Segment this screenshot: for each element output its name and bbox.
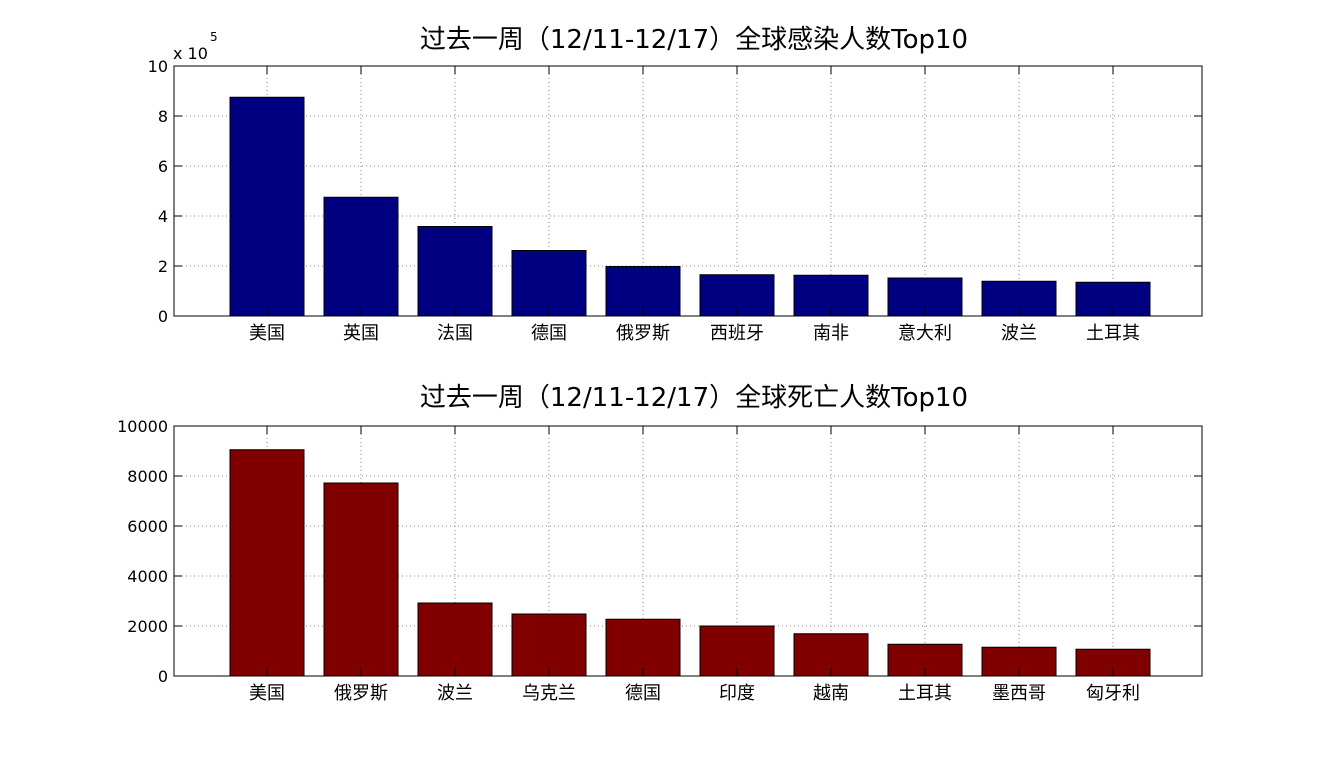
deaths-bar-1 — [229, 449, 305, 677]
infections-y-multiplier-exponent: 5 — [210, 30, 218, 44]
deaths-plot-frame — [173, 425, 1203, 677]
infections-x-category-label: 波兰 — [1001, 323, 1037, 344]
deaths-y-tick-label: 2000 — [127, 617, 168, 636]
infections-y-tick-label: 4 — [158, 207, 168, 226]
infections-bar-1 — [229, 96, 305, 317]
infections-x-category-label: 美国 — [249, 323, 285, 344]
deaths-y-tick-label: 8000 — [127, 467, 168, 486]
infections-bar-4 — [511, 250, 587, 317]
infections-y-tick-label: 8 — [158, 107, 168, 126]
infections-x-category-label: 法国 — [437, 323, 473, 344]
infections-x-category-label: 意大利 — [898, 323, 952, 344]
deaths-x-category-label: 美国 — [249, 683, 285, 704]
deaths-y-tick-label: 6000 — [127, 517, 168, 536]
deaths-y-tick-label: 0 — [158, 667, 168, 686]
infections-y-tick-label: 6 — [158, 157, 168, 176]
infections-y-tick-label: 0 — [158, 307, 168, 326]
deaths-bar-3 — [417, 602, 493, 677]
infections-chart-panel: 过去一周（12/11-12/17）全球感染人数Top10 x 10 5 0 2 4 6… — [148, 25, 1203, 344]
deaths-x-category-label: 土耳其 — [898, 683, 952, 704]
deaths-bar-6 — [699, 625, 775, 677]
deaths-x-category-label: 印度 — [719, 683, 755, 704]
infections-plot-frame — [173, 65, 1203, 317]
infections-x-category-label: 西班牙 — [710, 323, 764, 344]
deaths-x-category-label: 匈牙利 — [1086, 683, 1140, 704]
deaths-axis-ticks: 0 2000 4000 6000 8000 10000 美国 俄罗斯 波兰 乌克兰 德国 印度 越南 土耳… — [117, 417, 1202, 704]
deaths-bar-4 — [511, 613, 587, 677]
deaths-x-category-label: 波兰 — [437, 683, 473, 704]
infections-x-category-label: 俄罗斯 — [616, 323, 670, 344]
infections-y-multiplier: x 10 — [173, 44, 208, 63]
deaths-bar-2 — [323, 482, 399, 677]
infections-bar-2 — [323, 196, 399, 317]
infections-chart-title: 过去一周（12/11-12/17）全球感染人数Top10 — [420, 25, 968, 55]
deaths-bar-5 — [605, 618, 681, 677]
deaths-chart-panel: 过去一周（12/11-12/17）全球死亡人数Top10 0 2000 4000 60… — [117, 383, 1203, 704]
deaths-x-category-label: 乌克兰 — [522, 683, 576, 704]
infections-y-tick-label: 2 — [158, 257, 168, 276]
infections-x-category-label: 德国 — [531, 323, 567, 344]
infections-x-category-label: 南非 — [813, 323, 849, 344]
infections-bar-5 — [605, 266, 681, 317]
deaths-x-category-label: 德国 — [625, 683, 661, 704]
infections-bar-3 — [417, 226, 493, 317]
infections-bars — [229, 96, 1151, 317]
deaths-x-category-label: 俄罗斯 — [334, 683, 388, 704]
deaths-y-tick-label: 4000 — [127, 567, 168, 586]
infections-x-category-label: 土耳其 — [1086, 323, 1140, 344]
infections-y-tick-label: 10 — [148, 57, 168, 76]
deaths-x-category-label: 墨西哥 — [992, 683, 1046, 704]
deaths-y-tick-label: 10000 — [117, 417, 168, 436]
deaths-chart-title: 过去一周（12/11-12/17）全球死亡人数Top10 — [420, 383, 968, 413]
infections-x-category-label: 英国 — [343, 323, 379, 344]
deaths-x-category-label: 越南 — [813, 683, 849, 704]
deaths-bars — [229, 449, 1151, 677]
infections-axis-ticks: 0 2 4 6 8 10 美国 英国 法国 德国 俄罗斯 西班牙 南非 意大利 波兰 土耳其 — [148, 57, 1202, 344]
